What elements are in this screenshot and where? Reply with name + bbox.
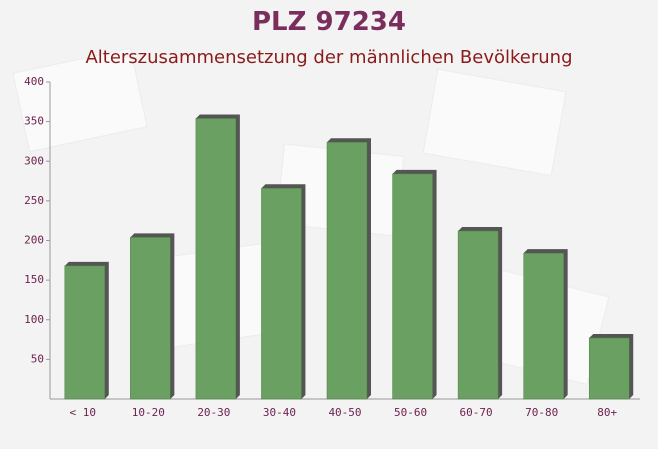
bar [588,337,630,400]
x-tick-label: 20-30 [197,406,230,419]
y-tick-label: 400 [24,75,44,88]
x-tick-label: 10-20 [132,406,165,419]
y-tick-label: 350 [24,115,44,128]
y-tick-label: 100 [24,313,44,326]
bar [523,252,564,400]
bar [326,141,368,400]
x-tick-label: 50-60 [394,406,427,419]
x-tick-label: 70-80 [525,406,558,419]
x-tick-label: 60-70 [460,406,493,419]
bar [392,173,433,400]
x-tick-label: < 10 [70,406,97,419]
chart-title: PLZ 97234 [252,7,406,37]
y-tick-label: 50 [31,352,44,365]
bar [195,118,237,400]
y-tick-label: 250 [24,194,44,207]
x-tick-label: 40-50 [328,406,361,419]
bar [261,187,302,400]
y-tick-label: 200 [24,234,44,247]
bar [64,265,106,400]
bar [130,237,171,400]
y-tick-label: 300 [24,154,44,167]
chart-subtitle: Alterszusammensetzung der männlichen Bev… [85,47,572,68]
bar [457,230,499,400]
y-tick-label: 150 [24,273,44,286]
x-tick-label: 80+ [597,406,617,419]
x-tick-label: 30-40 [263,406,296,419]
